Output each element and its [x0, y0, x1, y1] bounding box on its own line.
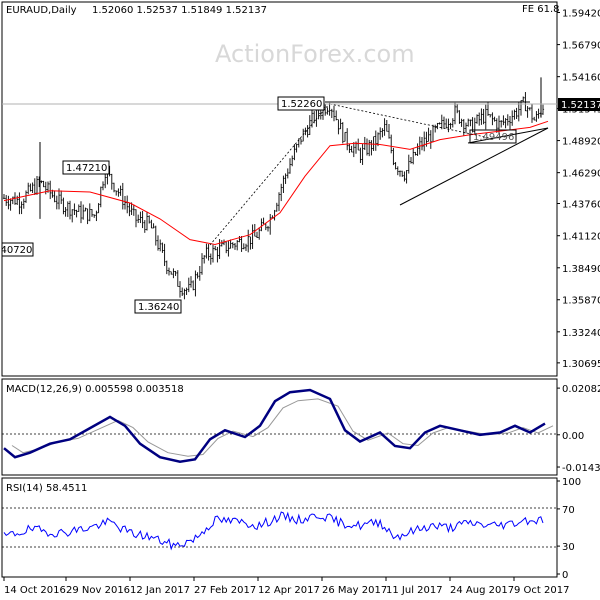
date-axis-label: 9 Oct 2017: [514, 585, 569, 596]
annotation-1-52260: 1.52260: [277, 96, 325, 111]
price-axis: 1.594201.567901.541601.515451.489201.462…: [557, 9, 600, 370]
rising-dashed-trendline: [209, 102, 331, 246]
rsi-line: [3, 511, 544, 551]
price-bars: [2, 77, 545, 300]
fib-label: FE 61.8: [522, 4, 560, 15]
macd-axis-label: 0.020827: [562, 384, 600, 395]
annotation-label: 1.49496: [473, 132, 514, 143]
macd-axis: 0.020827 0.00 -0.014386: [557, 384, 600, 474]
rsi-title: RSI(14) 58.4511: [6, 483, 87, 494]
current-price-tag: [558, 98, 600, 111]
price-axis-label: 1.43760: [562, 200, 600, 211]
annotation-label: 1.52260: [281, 99, 322, 110]
date-axis-label: 11 Jul 2017: [386, 585, 443, 596]
ohlc-values: 1.52060 1.52537 1.51849 1.52137: [92, 5, 267, 16]
price-axis-label: 1.41120: [562, 232, 600, 243]
price-axis-label: 1.30695: [562, 359, 600, 370]
annotation-1-36240: 1.36240: [134, 299, 182, 314]
macd-axis-label: 0.00: [562, 431, 584, 442]
rsi-axis: 100 70 30 0: [557, 477, 581, 581]
annotation-1-49496: 1.49496: [469, 129, 517, 144]
date-axis-label: 14 Oct 2016: [4, 585, 66, 596]
rsi-axis-label: 100: [562, 477, 581, 488]
date-axis-label: 29 Nov 2016: [66, 585, 130, 596]
date-axis-label: 27 Feb 2017: [194, 585, 256, 596]
annotation-1-40720: 1.40720: [0, 242, 34, 257]
rsi-axis-label: 70: [562, 505, 575, 516]
falling-dashed-trendline: [329, 103, 491, 139]
price-panel-frame: [1, 1, 558, 377]
date-axis-label: 12 Apr 2017: [258, 585, 320, 596]
price-axis-label: 1.33240: [562, 328, 600, 339]
rising-support-line: [467, 127, 549, 144]
rsi-axis-label: 30: [562, 542, 575, 553]
annotation-label: 1.47210: [66, 163, 107, 174]
date-axis-label: 24 Aug 2017: [450, 585, 514, 596]
price-axis-label: 1.56790: [562, 41, 600, 52]
price-axis-label: 1.35870: [562, 296, 600, 307]
macd-panel-frame: [1, 378, 558, 476]
price-axis-label: 1.48920: [562, 137, 600, 148]
annotation-label: 1.40720: [0, 245, 32, 256]
date-axis: 14 Oct 2016 29 Nov 2016 12 Jan 2017 27 Feb …: [3, 577, 569, 596]
price-axis-label: 1.46290: [562, 169, 600, 180]
price-axis-label: 1.59420: [562, 9, 600, 20]
rsi-axis-label: 0: [562, 570, 568, 581]
chart-symbol: EURAUD,Daily: [6, 5, 77, 16]
date-axis-label: 26 May 2017: [322, 585, 387, 596]
price-axis-label: 1.38490: [562, 264, 600, 275]
triangle-bottom-line: [399, 127, 549, 206]
date-axis-label: 12 Jan 2017: [130, 585, 190, 596]
macd-line: [3, 388, 546, 463]
rsi-panel-frame: [1, 477, 558, 578]
price-axis-label: 1.54160: [562, 73, 600, 84]
watermark: ActionForex.com: [215, 40, 415, 68]
macd-title: MACD(12,26,9) 0.005598 0.003518: [6, 384, 184, 395]
current-price-label: 1.52137: [561, 100, 600, 111]
macd-axis-label: -0.014386: [562, 463, 600, 474]
annotation-label: 1.36240: [138, 302, 179, 313]
annotation-1-47210: 1.47210: [62, 160, 110, 175]
